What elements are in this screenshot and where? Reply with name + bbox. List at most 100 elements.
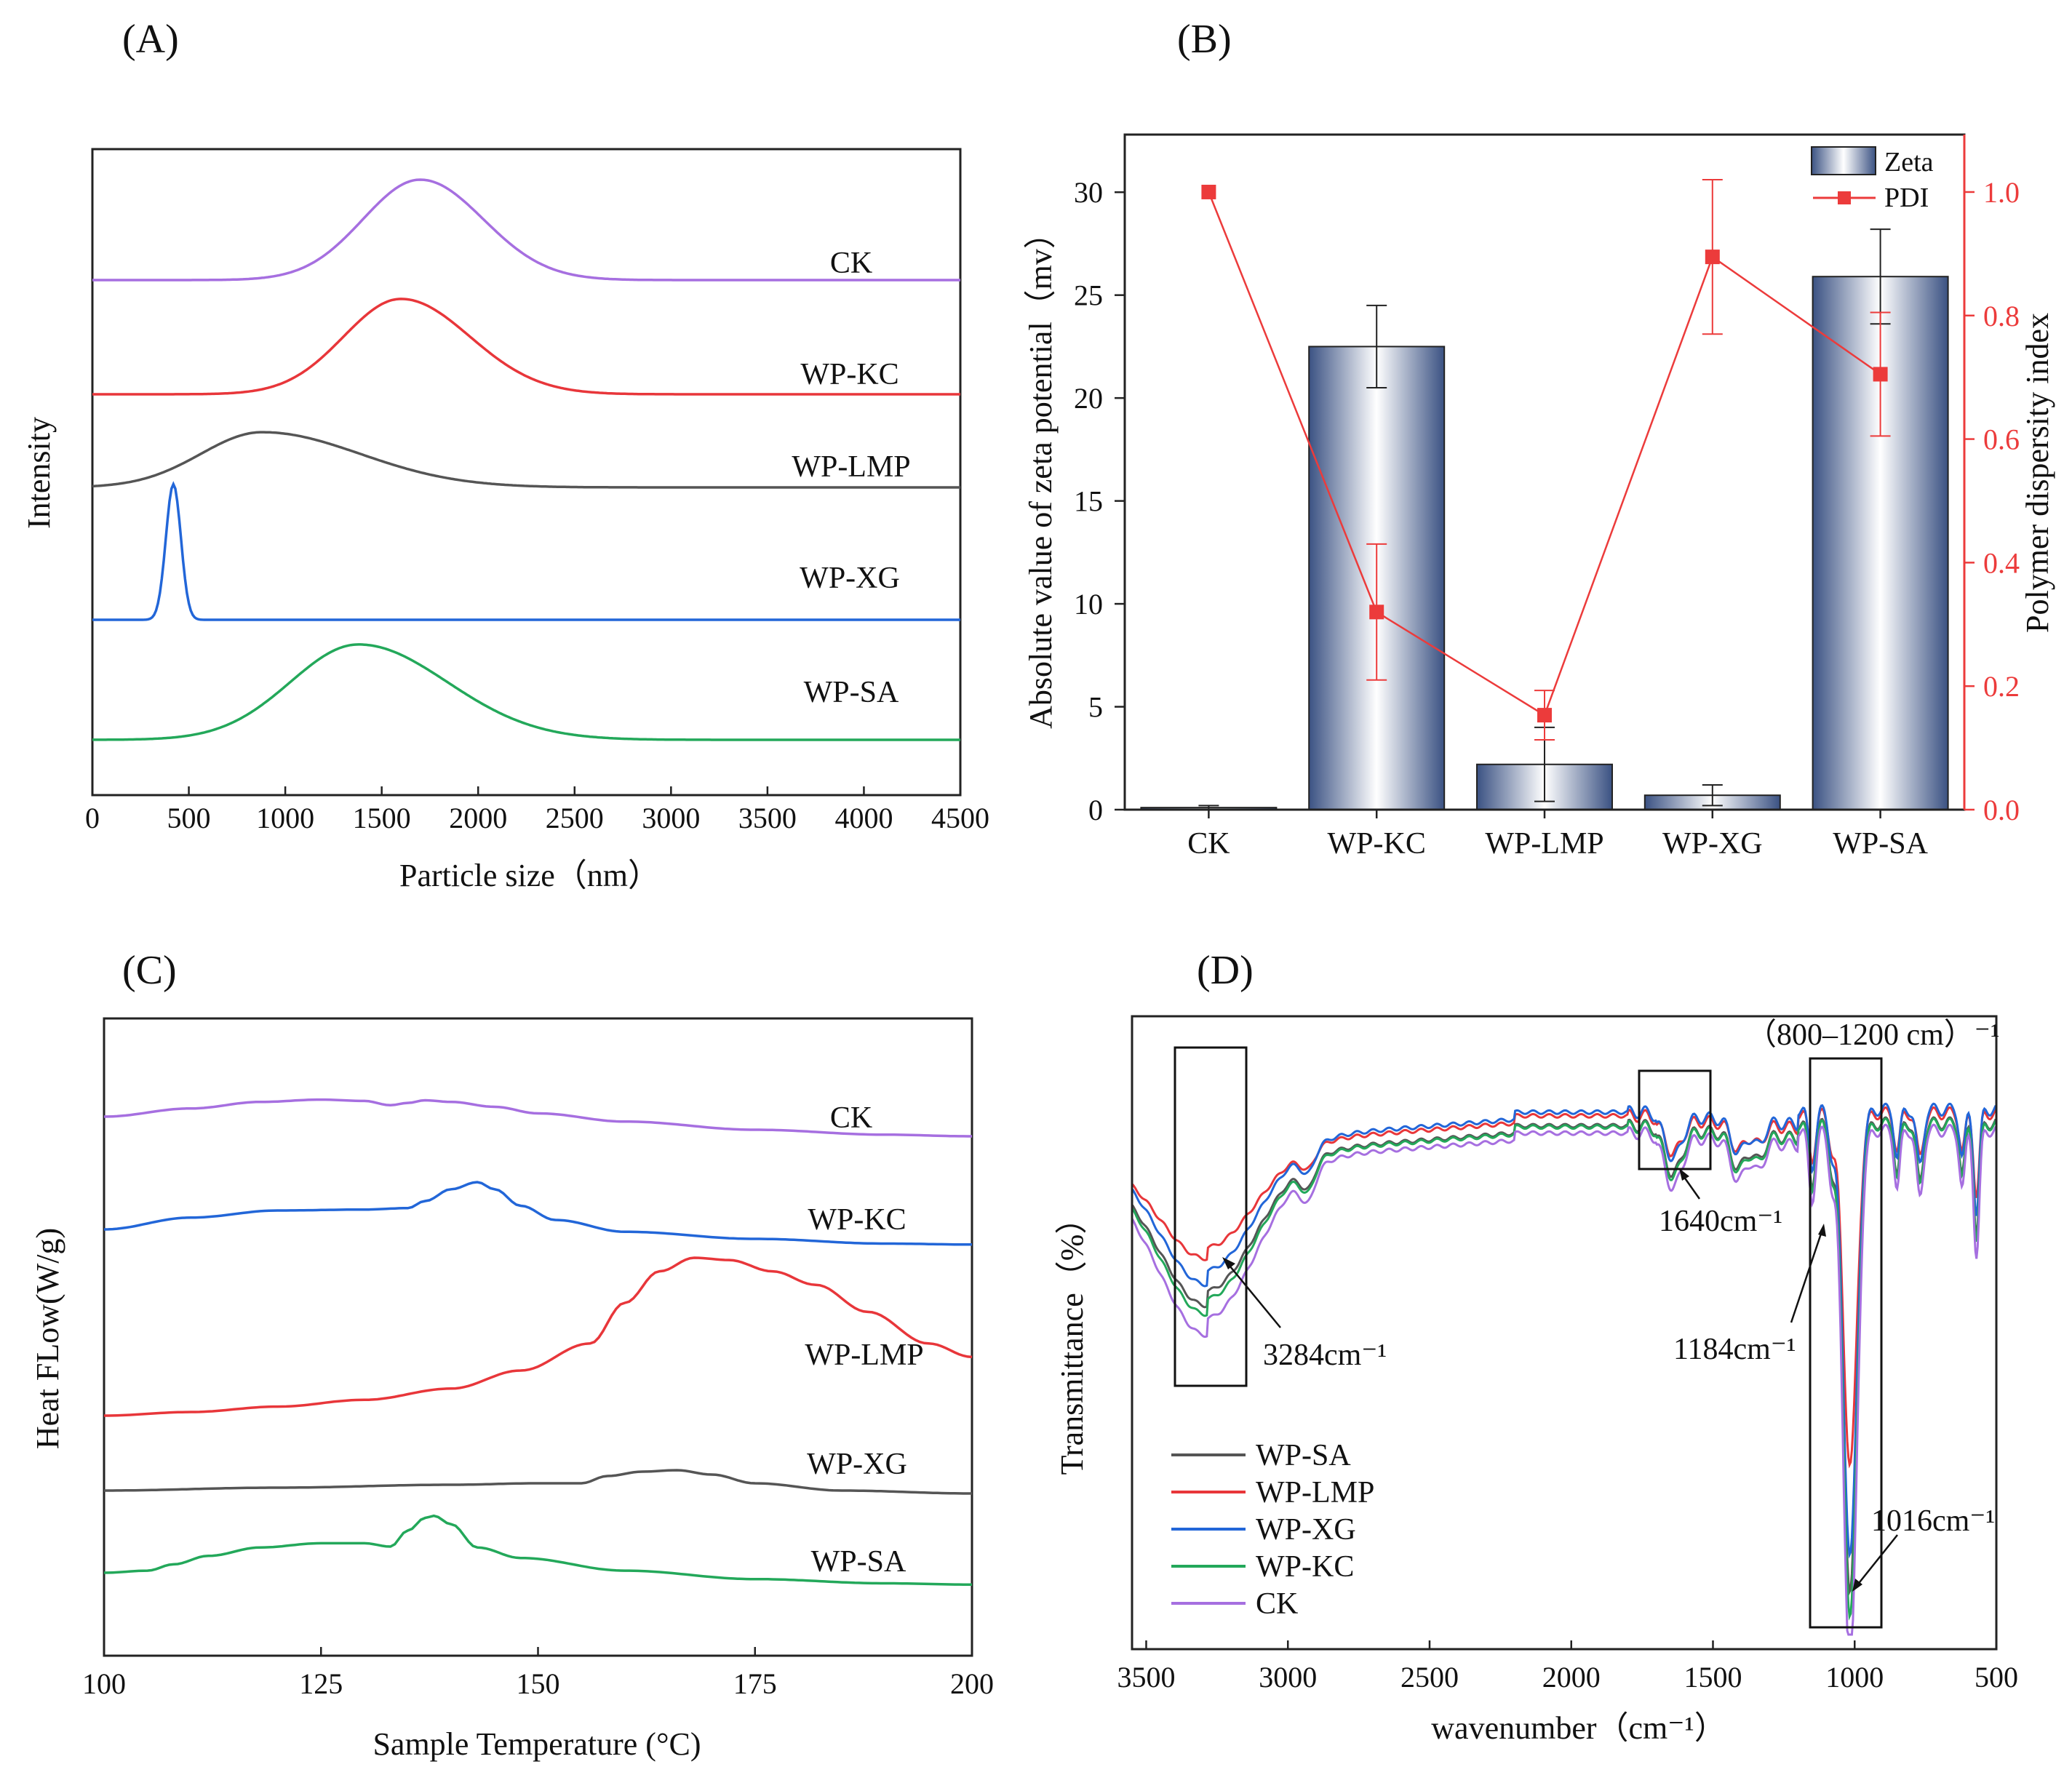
- arrow-1184: [1790, 1229, 1824, 1323]
- y2-tick-label: 0.4: [1983, 546, 2020, 579]
- spectrum-wp-xg: [1131, 1102, 1997, 1559]
- x-tick-label: 3000: [642, 802, 700, 834]
- panel-b-legend: Zeta PDI: [1811, 146, 1934, 213]
- legend-zeta-swatch: [1811, 146, 1876, 175]
- legend-zeta-label: Zeta: [1884, 147, 1934, 178]
- panel-a-letter: (A): [122, 17, 179, 62]
- legend-label-wp-lmp: WP-LMP: [1256, 1476, 1374, 1509]
- y-tick-label: 5: [1088, 691, 1103, 724]
- pdi-point-wp-sa: [1873, 367, 1888, 382]
- spectrum-wp-lmp: [1131, 1106, 1997, 1469]
- panel-a-frame: [91, 148, 962, 797]
- y2-tick-label: 0.2: [1983, 670, 2020, 703]
- y2-tick-label: 0.6: [1983, 423, 2020, 456]
- arrow-3284-head: [1222, 1257, 1235, 1269]
- x-tick-label: 4500: [931, 802, 989, 834]
- spectrum-ck: [1131, 1123, 1997, 1636]
- panel-d-curves: [1131, 1102, 1997, 1636]
- arrow-1184-head: [1818, 1224, 1826, 1237]
- label-ck: CK: [830, 247, 872, 280]
- legend-label-wp-xg: WP-XG: [1256, 1513, 1356, 1547]
- panel-c-letter: (C): [122, 948, 177, 993]
- x-tick-label: 1500: [1683, 1661, 1742, 1694]
- box-3284: [1174, 1046, 1248, 1387]
- panel-c-labels: CK WP-KC WP-LMP WP-XG WP-SA: [805, 1101, 923, 1579]
- y-tick-label: 15: [1074, 485, 1103, 518]
- x-tick-label: 125: [299, 1667, 343, 1700]
- arrow-1016: [1856, 1534, 1898, 1587]
- pdi-point-wp-kc: [1369, 605, 1384, 620]
- x-tick-label: 3500: [738, 802, 797, 834]
- panel-a-x-label: Particle size（nm）: [399, 858, 660, 893]
- x-tick-label: 175: [733, 1667, 777, 1700]
- annot-1184: 1184cm⁻¹: [1673, 1333, 1796, 1366]
- annot-1640: 1640cm⁻¹: [1659, 1205, 1782, 1238]
- label-wp-lmp: WP-LMP: [805, 1339, 923, 1372]
- legend-pdi-label: PDI: [1884, 183, 1929, 213]
- panel-b-y2-ticks: 0.0 0.2 0.4 0.6 0.8 1.0: [1964, 176, 2020, 826]
- curve-wp-kc: [103, 1181, 972, 1246]
- label-wp-xg: WP-XG: [807, 1448, 907, 1481]
- x-tick-label: 150: [517, 1667, 560, 1700]
- x-tick-label: WP-SA: [1833, 827, 1928, 861]
- curve-wp-lmp: [92, 431, 960, 489]
- x-tick-label: 2000: [449, 802, 507, 834]
- panel-c: (C) CK WP-KC WP-LMP WP-XG WP-SA 100 125 15…: [30, 948, 994, 1762]
- annot-1016: 1016cm⁻¹: [1871, 1504, 1995, 1538]
- x-tick-label: 100: [82, 1667, 126, 1700]
- legend-pdi-marker: [1838, 191, 1851, 204]
- arrow-3284: [1226, 1261, 1281, 1328]
- curve-wp-sa: [103, 1514, 972, 1586]
- y2-tick-label: 0.8: [1983, 300, 2020, 332]
- label-wp-kc: WP-KC: [808, 1203, 906, 1237]
- legend-label-wp-sa: WP-SA: [1256, 1439, 1351, 1472]
- arrow-1016-head: [1852, 1579, 1862, 1592]
- x-tick-label: 2500: [1400, 1661, 1459, 1694]
- legend-label-wp-kc: WP-KC: [1256, 1550, 1354, 1584]
- panel-b-y-ticks: 0 5 10 15 20 25 30: [1074, 176, 1125, 826]
- curve-ck: [103, 1098, 972, 1138]
- panel-d-letter: (D): [1197, 948, 1254, 993]
- y-tick-label: 10: [1074, 588, 1103, 621]
- y2-tick-label: 1.0: [1983, 176, 2020, 209]
- y-tick-label: 20: [1074, 382, 1103, 415]
- panel-d-y-label: Transmittance（%）: [1054, 1202, 1090, 1475]
- panel-a-y-label: Intensity: [21, 417, 57, 529]
- panel-d-x-ticks: 3500 3000 2500 2000 1500 1000 500: [1117, 1640, 2018, 1694]
- spectrum-wp-kc: [1131, 1117, 1997, 1621]
- panel-b-letter: (B): [1177, 17, 1232, 62]
- panel-c-y-label: Heat FLow(W/g): [30, 1228, 65, 1449]
- x-tick-label: 3000: [1259, 1661, 1317, 1694]
- curve-wp-xg: [104, 1469, 972, 1495]
- curve-ck: [92, 178, 960, 282]
- x-tick-label: 1500: [353, 802, 411, 834]
- box-1640: [1638, 1069, 1712, 1170]
- label-wp-sa: WP-SA: [804, 676, 899, 709]
- label-wp-lmp: WP-LMP: [792, 450, 910, 484]
- curve-wp-xg: [92, 481, 960, 621]
- x-tick-label: 500: [1975, 1661, 2018, 1694]
- panel-d-x-label: wavenumber（cm⁻¹）: [1431, 1710, 1726, 1746]
- legend-label-ck: CK: [1256, 1587, 1298, 1621]
- x-tick-label: 0: [85, 802, 100, 834]
- pdi-point-ck: [1201, 184, 1216, 199]
- panel-d-annotations: 3284cm⁻¹ 1640cm⁻¹ 1184cm⁻¹ 1016cm⁻¹ （800…: [1222, 1018, 2000, 1592]
- panel-a-labels: CK WP-KC WP-LMP WP-XG WP-SA: [792, 247, 910, 709]
- x-tick-label: 2500: [546, 802, 604, 834]
- y-tick-label: 0: [1088, 794, 1103, 826]
- panel-a: (A) CK WP-KC WP-LMP WP-XG WP-SA 0 500 1000…: [21, 17, 989, 893]
- panel-b: (B) 0 5 10 15 20 25 30 0.0 0.2 0.4 0.6 0.8 1.0 CK WP…: [1023, 17, 2055, 861]
- panel-b-y-label: Absolute value of zeta potential（mv）: [1023, 217, 1059, 729]
- curve-wp-sa: [92, 643, 960, 741]
- arrow-1640-head: [1679, 1168, 1689, 1181]
- panel-b-pdi: [1201, 178, 1891, 741]
- x-tick-label: 2000: [1542, 1661, 1601, 1694]
- panel-c-x-ticks: 100 125 150 175 200: [82, 1647, 994, 1700]
- x-tick-label: 3500: [1117, 1661, 1175, 1694]
- x-tick-label: CK: [1187, 827, 1230, 861]
- label-wp-sa: WP-SA: [811, 1545, 906, 1579]
- y-tick-label: 25: [1074, 279, 1103, 312]
- y2-tick-label: 0.0: [1983, 794, 2020, 826]
- x-tick-label: WP-XG: [1662, 827, 1763, 861]
